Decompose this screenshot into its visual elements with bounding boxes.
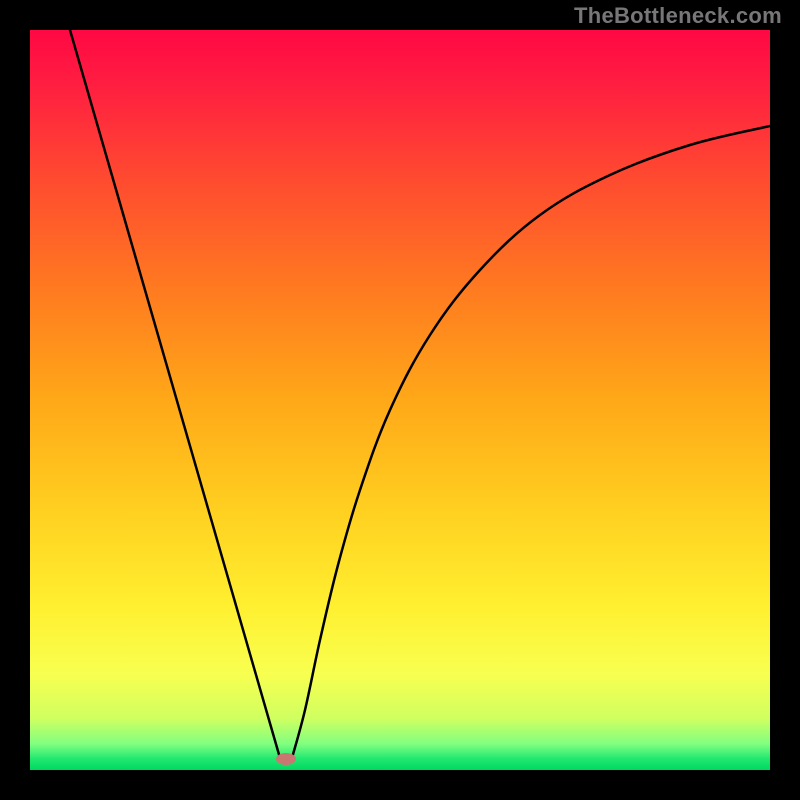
plot-area [30,30,770,770]
curve-left-branch [70,30,280,758]
bottleneck-curve [30,30,770,770]
minimum-marker [276,753,296,765]
curve-right-branch [292,126,770,758]
watermark-text: TheBottleneck.com [574,3,782,29]
